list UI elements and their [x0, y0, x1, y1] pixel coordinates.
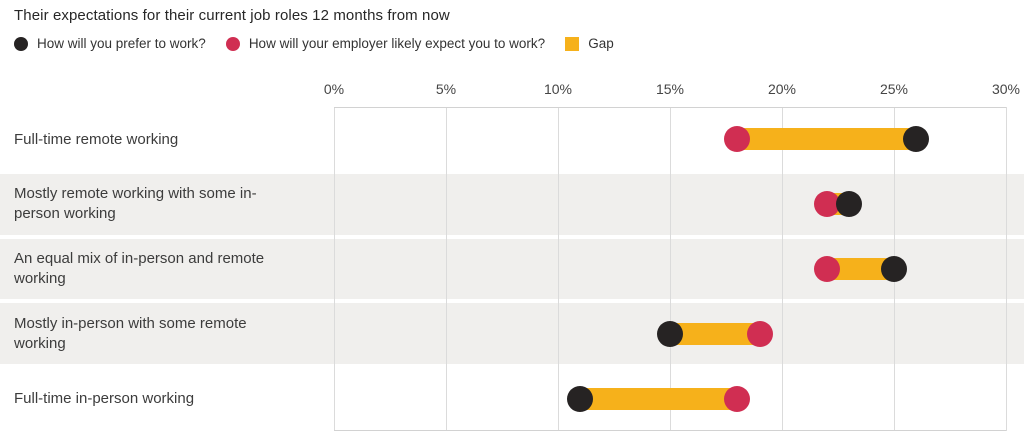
x-tick-label: 20% [767, 81, 797, 97]
prefer-dot [881, 256, 907, 282]
chart-title: Their expectations for their current job… [14, 7, 450, 24]
gap-bar [569, 387, 749, 410]
prefer-dot [836, 191, 863, 218]
legend-item-employer: How will your employer likely expect you… [225, 36, 546, 51]
legend-item-gap: Gap [565, 36, 614, 51]
prefer-dot [567, 385, 594, 412]
employer-dot-icon [225, 36, 240, 51]
gridline [558, 107, 559, 431]
prefer-dot [657, 320, 683, 347]
row-label: Mostly in-person with some remote workin… [14, 314, 247, 352]
x-tick-label: 10% [543, 81, 573, 97]
row-label: An equal mix of in-person and remote wor… [14, 250, 265, 287]
employer-dot [813, 191, 840, 218]
x-tick-label: 0% [323, 81, 345, 97]
row-label: Mostly remote working with some in-perso… [14, 185, 257, 223]
legend: How will you prefer to work? How will yo… [14, 36, 614, 51]
gridline [782, 107, 783, 431]
gridline [446, 107, 447, 431]
row-band [0, 303, 1024, 365]
prefer-dot-icon [14, 36, 28, 51]
prefer-dot [903, 126, 930, 153]
gridline [1006, 107, 1007, 431]
gap-square-icon [565, 36, 580, 51]
legend-label-gap: Gap [588, 36, 614, 51]
employer-dot [813, 256, 840, 282]
row-label: Full-time remote working [14, 130, 179, 148]
x-tick-label: 15% [655, 81, 685, 97]
x-tick-label: 30% [991, 81, 1021, 97]
plot-bottom-border [334, 430, 1006, 431]
gridline [670, 107, 671, 431]
x-tick-label: 25% [879, 81, 909, 97]
employer-dot [724, 385, 751, 412]
legend-item-prefer: How will you prefer to work? [14, 36, 206, 51]
employer-dot [746, 320, 773, 347]
employer-dot [724, 126, 751, 153]
x-tick-label: 5% [435, 81, 457, 97]
row-label: Full-time in-person working [14, 389, 195, 407]
gap-bar [726, 128, 928, 151]
legend-label-employer: How will your employer likely expect you… [248, 36, 546, 51]
gap-bar [659, 322, 771, 345]
legend-label-prefer: How will you prefer to work? [37, 36, 206, 51]
gridline [334, 107, 335, 431]
plot-top-border [334, 107, 1006, 108]
